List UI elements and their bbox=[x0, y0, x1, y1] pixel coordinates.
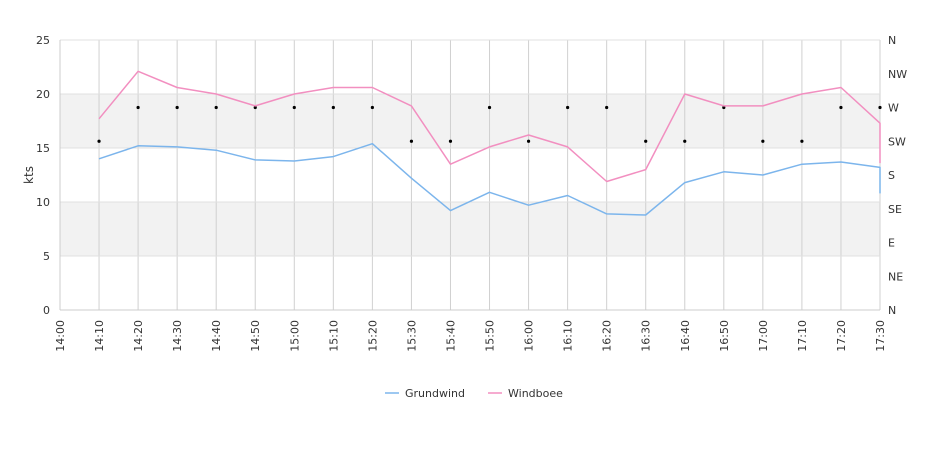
legend-label-windboee: Windboee bbox=[508, 387, 563, 400]
direction-tick-label: E bbox=[888, 237, 895, 250]
direction-tick-label: NE bbox=[888, 270, 903, 283]
y-tick-label: 10 bbox=[36, 196, 50, 209]
x-tick-label: 14:50 bbox=[249, 320, 262, 352]
x-tick-label: 15:00 bbox=[288, 320, 301, 352]
y-tick-label: 25 bbox=[36, 34, 50, 47]
legend-label-grundwind: Grundwind bbox=[405, 387, 465, 400]
x-tick-label: 15:40 bbox=[444, 320, 457, 352]
x-tick-label: 15:50 bbox=[484, 320, 497, 352]
y-tick-label: 20 bbox=[36, 88, 50, 101]
y-axis-ticks: 0 5 10 15 20 25 bbox=[36, 34, 50, 317]
direction-marker bbox=[175, 105, 179, 110]
x-tick-label: 17:20 bbox=[835, 320, 848, 352]
axes bbox=[59, 40, 880, 311]
x-tick-label: 17:10 bbox=[796, 320, 809, 352]
direction-marker bbox=[566, 105, 570, 110]
direction-tick-label: W bbox=[888, 102, 899, 115]
plot-band bbox=[60, 202, 880, 256]
x-tick-label: 14:20 bbox=[132, 320, 145, 352]
direction-marker bbox=[214, 105, 218, 110]
direction-marker bbox=[97, 139, 101, 143]
x-tick-label: 17:00 bbox=[757, 320, 770, 352]
direction-tick-label: SW bbox=[888, 135, 906, 148]
x-tick-label: 15:10 bbox=[327, 320, 340, 352]
direction-tick-label: N bbox=[888, 34, 896, 47]
legend: Grundwind Windboee bbox=[385, 387, 563, 400]
direction-marker bbox=[683, 139, 687, 143]
x-tick-label: 16:30 bbox=[640, 320, 653, 352]
direction-marker bbox=[605, 105, 609, 110]
direction-markers bbox=[97, 105, 882, 143]
x-tick-label: 16:50 bbox=[718, 320, 731, 352]
direction-axis-ticks: N NE E SE S SW W NW N bbox=[888, 34, 907, 317]
x-tick-label: 17:30 bbox=[874, 320, 887, 352]
direction-marker bbox=[253, 105, 257, 110]
direction-marker bbox=[370, 105, 374, 110]
direction-marker bbox=[292, 105, 296, 110]
direction-marker bbox=[409, 139, 414, 143]
x-tick-label: 14:30 bbox=[171, 320, 184, 352]
direction-marker bbox=[487, 105, 492, 110]
direction-marker bbox=[526, 139, 531, 143]
series-line-grundwind bbox=[98, 142, 881, 216]
y-axis-title: kts bbox=[22, 166, 36, 184]
direction-tick-label: S bbox=[888, 169, 895, 182]
y-tick-label: 5 bbox=[43, 250, 50, 263]
direction-tick-label: NW bbox=[888, 68, 907, 81]
direction-marker bbox=[644, 139, 648, 143]
direction-tick-label: N bbox=[888, 304, 896, 317]
x-tick-label: 16:10 bbox=[562, 320, 575, 352]
direction-marker bbox=[761, 139, 765, 143]
x-tick-label: 14:40 bbox=[210, 320, 223, 352]
x-tick-label: 14:10 bbox=[93, 320, 106, 352]
x-axis-ticks: 14:00 14:10 14:20 14:30 14:40 14:50 15:00 15:10… bbox=[54, 320, 887, 352]
series-line-windboee bbox=[98, 70, 881, 183]
y-tick-label: 15 bbox=[36, 142, 50, 155]
x-tick-label: 16:00 bbox=[523, 320, 536, 352]
plot-band bbox=[60, 94, 880, 148]
x-tick-label: 15:20 bbox=[366, 320, 379, 352]
x-tick-label: 15:30 bbox=[405, 320, 418, 352]
x-tick-label: 16:20 bbox=[601, 320, 614, 352]
x-tick-label: 14:00 bbox=[54, 320, 67, 352]
direction-marker bbox=[878, 105, 882, 110]
direction-tick-label: SE bbox=[888, 203, 902, 216]
direction-marker bbox=[448, 139, 453, 143]
plot-bands bbox=[60, 94, 880, 256]
direction-marker bbox=[331, 105, 335, 110]
series-lines bbox=[98, 70, 881, 216]
x-tick-label: 16:40 bbox=[679, 320, 692, 352]
direction-marker bbox=[800, 139, 804, 143]
direction-marker bbox=[722, 105, 726, 110]
direction-marker bbox=[839, 105, 843, 110]
y-tick-label: 0 bbox=[43, 304, 50, 317]
direction-marker bbox=[136, 105, 140, 110]
